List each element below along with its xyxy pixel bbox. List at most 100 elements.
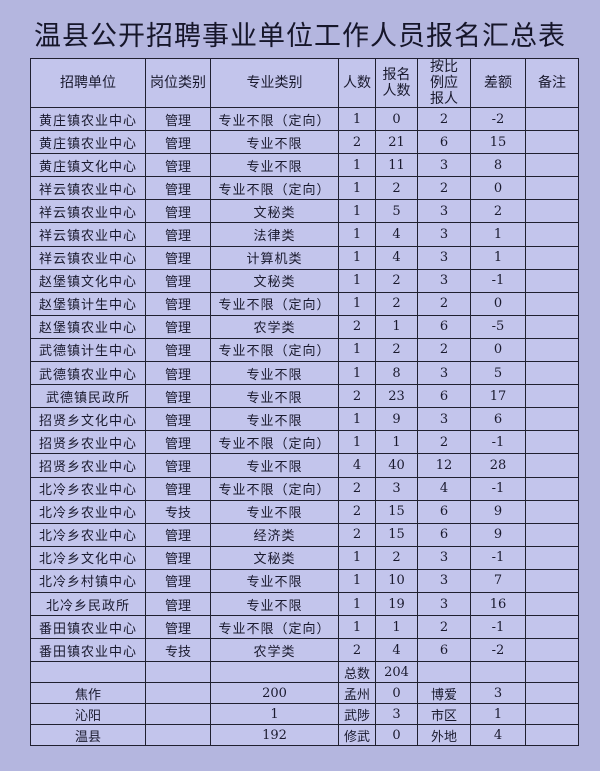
table-cell: 4 — [375, 638, 418, 663]
table-cell: 1 — [470, 222, 526, 247]
table-row: 祥云镇农业中心 管理 计算机类 1 4 3 1 — [30, 245, 579, 270]
table-cell: 6 — [417, 499, 471, 524]
table-cell: 文秘类 — [210, 545, 339, 570]
table-cell: 16 — [470, 591, 526, 617]
table-row: 赵堡镇文化中心 管理 文秘类 1 2 3 -1 — [30, 268, 579, 293]
table-cell — [525, 568, 579, 593]
table-cell — [525, 522, 579, 547]
table-cell: 1 — [375, 615, 418, 640]
table-cell: 2 — [417, 176, 471, 201]
table-cell: 管理 — [145, 176, 211, 201]
table-cell — [525, 268, 579, 293]
table-cell — [525, 199, 579, 224]
empty-cell — [145, 661, 211, 684]
table-cell: -2 — [470, 638, 526, 663]
table-cell — [525, 106, 579, 132]
table-cell: 招贤乡文化中心 — [30, 407, 146, 432]
table-row: 招贤乡农业中心 管理 专业不限（定向） 1 1 2 -1 — [30, 430, 579, 455]
table-cell: 3 — [417, 407, 471, 432]
table-cell: 专业不限 — [210, 499, 339, 524]
table-row: 武德镇计生中心 管理 专业不限（定向） 1 2 2 0 — [30, 337, 579, 363]
empty-cell — [525, 703, 579, 726]
table-cell — [525, 337, 579, 363]
table-cell: 15 — [470, 130, 526, 155]
table-cell: 12 — [417, 453, 471, 478]
table-cell — [525, 407, 579, 432]
table-cell: 2 — [338, 314, 376, 339]
summary-row: 沁阳 1 武陟 3 市区 1 — [30, 703, 579, 726]
table-cell: 1 — [338, 222, 376, 247]
column-header: 报名人数 — [375, 58, 418, 108]
table-row: 北冷乡民政所 管理 专业不限 1 19 3 16 — [30, 591, 579, 617]
table-cell: 农学类 — [210, 314, 339, 339]
table-cell: 28 — [470, 453, 526, 478]
table-cell: 6 — [417, 130, 471, 155]
table-cell: 3 — [417, 245, 471, 270]
table-cell: 11 — [375, 153, 418, 178]
table-cell: 15 — [375, 499, 418, 524]
table-cell: 文秘类 — [210, 199, 339, 224]
empty-cell — [30, 661, 146, 684]
table-row: 黄庄镇文化中心 管理 专业不限 1 11 3 8 — [30, 153, 579, 178]
table-cell: 管理 — [145, 545, 211, 570]
table-cell — [525, 130, 579, 155]
table-cell: 管理 — [145, 407, 211, 432]
table-row: 武德镇农业中心 管理 专业不限 1 8 3 5 — [30, 361, 579, 386]
table-cell: 专业不限（定向） — [210, 176, 339, 201]
table-cell: 计算机类 — [210, 245, 339, 270]
table-cell — [525, 291, 579, 316]
table-cell: 15 — [375, 522, 418, 547]
table-cell — [525, 545, 579, 570]
table-cell: -1 — [470, 545, 526, 570]
table-cell — [525, 176, 579, 201]
table-cell: 1 — [338, 568, 376, 593]
table-cell: 6 — [417, 638, 471, 663]
empty-cell — [145, 724, 211, 747]
table-cell: 赵堡镇计生中心 — [30, 291, 146, 316]
table-cell — [525, 361, 579, 386]
table-cell: 1 — [375, 430, 418, 455]
table-cell: 北冷乡村镇中心 — [30, 568, 146, 593]
table-row: 祥云镇农业中心 管理 专业不限（定向） 1 2 2 0 — [30, 176, 579, 201]
table-cell: 6 — [417, 314, 471, 339]
table-cell: 赵堡镇农业中心 — [30, 314, 146, 339]
table-row: 黄庄镇农业中心 管理 专业不限（定向） 1 0 2 -2 — [30, 106, 579, 132]
table-row: 北冷乡村镇中心 管理 专业不限 1 10 3 7 — [30, 568, 579, 593]
table-cell: 专业不限（定向） — [210, 476, 339, 501]
table-row: 祥云镇农业中心 管理 法律类 1 4 3 1 — [30, 222, 579, 247]
table-cell: -5 — [470, 314, 526, 339]
table-row: 祥云镇农业中心 管理 文秘类 1 5 3 2 — [30, 199, 579, 224]
summary-cell: 200 — [210, 682, 339, 705]
table-cell: 专业不限 — [210, 591, 339, 617]
table-cell: 1 — [338, 430, 376, 455]
table-cell: 3 — [417, 591, 471, 617]
table-cell: 2 — [375, 291, 418, 316]
table-row: 北冷乡文化中心 管理 文秘类 1 2 3 -1 — [30, 545, 579, 570]
table-cell — [525, 314, 579, 339]
table-cell: 9 — [375, 407, 418, 432]
table-cell: 8 — [375, 361, 418, 386]
table-cell: 专业不限（定向） — [210, 615, 339, 640]
table-cell: 专技 — [145, 638, 211, 663]
table-cell: 祥云镇农业中心 — [30, 176, 146, 201]
table-cell: 专业不限（定向） — [210, 106, 339, 132]
table-cell: 北冷乡文化中心 — [30, 545, 146, 570]
table-cell: 管理 — [145, 522, 211, 547]
table-cell — [525, 222, 579, 247]
table-cell: 招贤乡农业中心 — [30, 453, 146, 478]
table-cell: 3 — [417, 568, 471, 593]
summary-cell: 市区 — [417, 703, 471, 726]
table-cell: 管理 — [145, 384, 211, 409]
table-cell: 1 — [470, 245, 526, 270]
empty-cell — [525, 724, 579, 747]
table-cell: 祥云镇农业中心 — [30, 199, 146, 224]
table-row: 武德镇民政所 管理 专业不限 2 23 6 17 — [30, 384, 579, 409]
empty-cell — [525, 682, 579, 705]
table-cell: 3 — [375, 476, 418, 501]
table-row: 赵堡镇农业中心 管理 农学类 2 1 6 -5 — [30, 314, 579, 339]
table-cell: 23 — [375, 384, 418, 409]
total-value: 204 — [375, 661, 418, 684]
table-cell: 专业不限（定向） — [210, 337, 339, 363]
table-cell: 法律类 — [210, 222, 339, 247]
table-cell: 祥云镇农业中心 — [30, 245, 146, 270]
